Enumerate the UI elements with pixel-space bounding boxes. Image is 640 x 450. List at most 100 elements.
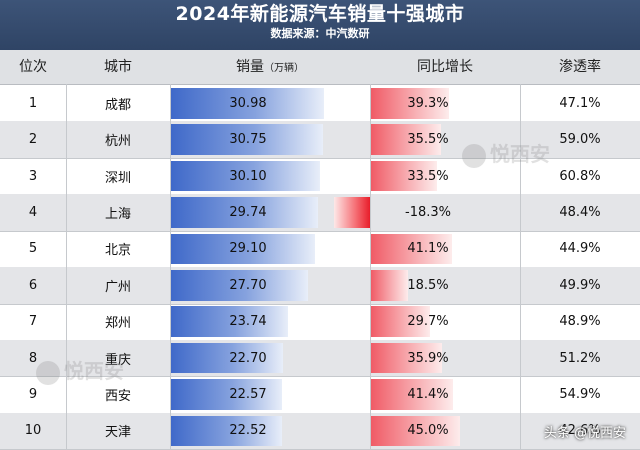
cell-yoy: 33.5% xyxy=(407,168,449,184)
watermark: 悦西安 xyxy=(462,138,550,168)
cell-sales: 27.70 xyxy=(229,277,267,293)
watermark-text: 悦西安 xyxy=(490,142,550,166)
sales-bar xyxy=(171,197,318,228)
yoy-bar xyxy=(371,124,442,155)
col-sales-unit: （万辆） xyxy=(264,63,304,74)
table-row: 2 杭州 30.75 35.5% 59.0% xyxy=(0,121,640,159)
sales-bar xyxy=(171,233,315,265)
cell-city: 天津 xyxy=(104,425,131,441)
divider xyxy=(170,84,171,449)
table-row: 10 天津 22.52 45.0% 42.6% xyxy=(0,412,640,450)
watermark-text: 悦西安 xyxy=(64,359,124,383)
sales-bar xyxy=(171,342,284,374)
chart-subtitle: 数据来源：中汽数研 xyxy=(270,27,370,40)
divider xyxy=(370,84,371,449)
cell-penetration: 54.9% xyxy=(559,386,601,402)
cell-sales: 30.98 xyxy=(229,95,267,111)
cell-yoy: 41.1% xyxy=(407,241,449,257)
table-row: 4 上海 29.74 -18.3% 48.4% xyxy=(0,194,640,232)
col-sales: 销量（万辆） xyxy=(170,50,370,84)
table-row: 5 北京 29.10 41.1% 44.9% xyxy=(0,231,640,269)
yoy-bar xyxy=(371,379,453,410)
cell-penetration: 60.8% xyxy=(559,168,601,184)
cell-penetration: 59.0% xyxy=(559,132,601,148)
cell-yoy: 35.9% xyxy=(407,350,449,366)
divider xyxy=(520,84,521,449)
sales-bar xyxy=(171,415,283,447)
cell-city: 西安 xyxy=(104,388,131,404)
cell-sales: 30.10 xyxy=(229,168,267,184)
cell-rank: 5 xyxy=(28,241,38,257)
yoy-bar xyxy=(333,197,370,228)
cell-penetration: 51.2% xyxy=(559,350,601,366)
table-row: 7 郑州 23.74 29.7% 48.9% xyxy=(0,303,640,341)
cell-penetration: 48.4% xyxy=(559,204,601,220)
col-penetration: 渗透率 xyxy=(559,59,601,75)
cell-yoy: 41.4% xyxy=(407,386,449,402)
cell-rank: 2 xyxy=(28,132,38,148)
cell-penetration: 47.1% xyxy=(559,95,601,111)
header: 2024年新能源汽车销量十强城市 数据来源：中汽数研 xyxy=(0,0,640,50)
cell-sales: 22.57 xyxy=(229,386,267,402)
cell-yoy: 39.3% xyxy=(407,95,449,111)
cell-penetration: 44.9% xyxy=(559,241,601,257)
cell-city: 郑州 xyxy=(104,316,131,332)
cell-city: 北京 xyxy=(104,243,131,259)
cell-rank: 3 xyxy=(28,168,38,184)
watermark: 悦西安 xyxy=(36,355,124,385)
table-row: 6 广州 27.70 18.5% 49.9% xyxy=(0,267,640,305)
sales-bar xyxy=(171,124,323,155)
sales-bar xyxy=(171,88,324,119)
yoy-bar xyxy=(371,415,461,447)
col-rank: 位次 xyxy=(19,59,47,75)
cell-yoy: 29.7% xyxy=(407,314,449,330)
cell-city: 成都 xyxy=(104,97,131,113)
sales-bar xyxy=(171,270,308,301)
cell-city: 上海 xyxy=(104,206,131,222)
cell-rank: 7 xyxy=(28,314,38,330)
table-row: 3 深圳 30.10 33.5% 60.8% xyxy=(0,158,640,196)
yoy-bar xyxy=(371,88,449,119)
logo-icon xyxy=(462,143,486,168)
cell-rank: 9 xyxy=(28,386,38,402)
cell-penetration: 49.9% xyxy=(559,277,601,293)
cell-sales: 23.74 xyxy=(229,314,267,330)
cell-rank: 6 xyxy=(28,277,38,293)
cell-yoy: 45.0% xyxy=(407,423,449,439)
yoy-bar xyxy=(371,160,438,192)
cell-rank: 10 xyxy=(24,423,42,439)
cell-rank: 8 xyxy=(28,350,38,366)
cell-sales: 22.70 xyxy=(229,350,267,366)
table-row: 8 重庆 22.70 35.9% 51.2% xyxy=(0,339,640,378)
cell-rank: 4 xyxy=(28,204,38,220)
cell-city: 重庆 xyxy=(104,352,131,368)
chart-title: 2024年新能源汽车销量十强城市 xyxy=(175,3,465,25)
column-header-row: 位次 城市 销量（万辆） 同比增长 渗透率 xyxy=(0,50,640,85)
sales-bar xyxy=(171,160,320,192)
cell-yoy: 35.5% xyxy=(407,132,449,148)
footer-watermark: 头条 @悦西安 xyxy=(543,426,626,441)
cell-rank: 1 xyxy=(28,95,38,111)
cell-sales: 22.52 xyxy=(229,423,267,439)
col-yoy: 同比增长 xyxy=(417,59,473,75)
cell-sales: 29.10 xyxy=(229,241,267,257)
cell-penetration: 42.6% xyxy=(559,423,601,439)
cell-yoy: 18.5% xyxy=(407,277,449,293)
cell-city: 广州 xyxy=(104,279,131,295)
cell-city: 杭州 xyxy=(104,134,131,150)
yoy-bar xyxy=(371,342,443,374)
cell-sales: 30.75 xyxy=(229,132,267,148)
cell-yoy: -18.3% xyxy=(405,204,451,220)
col-sales-label: 销量 xyxy=(236,59,264,75)
yoy-bar xyxy=(371,233,453,265)
logo-icon xyxy=(36,360,60,385)
yoy-bar xyxy=(371,270,408,301)
yoy-bar xyxy=(371,306,430,337)
cell-city: 深圳 xyxy=(104,170,131,186)
divider xyxy=(66,84,67,449)
sales-bar xyxy=(171,379,283,410)
cell-penetration: 48.9% xyxy=(559,314,601,330)
table-row: 1 成都 30.98 39.3% 47.1% xyxy=(0,85,640,123)
col-city: 城市 xyxy=(104,59,132,75)
cell-sales: 29.74 xyxy=(229,204,267,220)
